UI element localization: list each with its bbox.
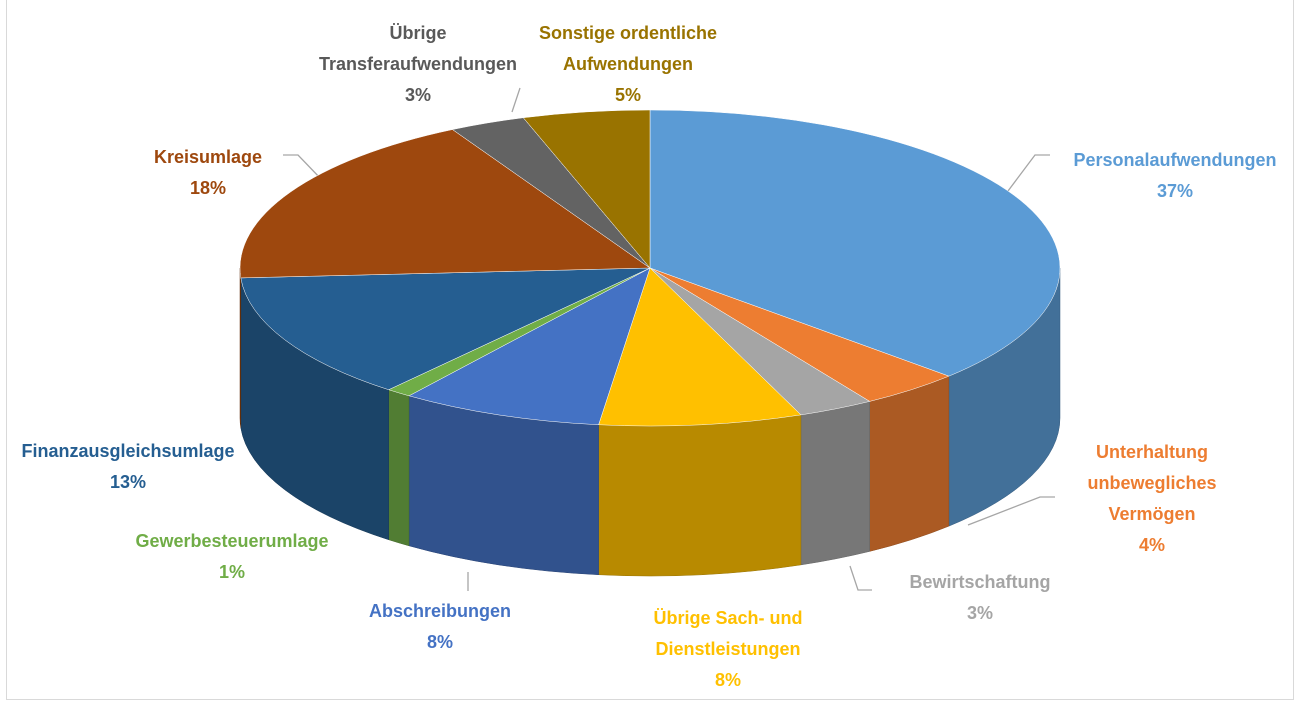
category-label: Kreisumlage	[153, 147, 263, 167]
value-label: 4%	[1138, 535, 1165, 555]
pie-slice	[408, 267, 651, 426]
data-label: Übrige Transferaufwendungen 3%	[313, 18, 523, 111]
category-label: Finanzausgleichsumlage	[21, 441, 235, 461]
pie-side	[869, 375, 950, 552]
category-label: Übrige Transferaufwendungen	[318, 23, 518, 74]
value-label: 13%	[109, 472, 147, 492]
category-label: Personalaufwendungen	[1073, 150, 1277, 170]
chart-frame	[6, 0, 1294, 700]
value-label: 3%	[966, 603, 993, 623]
data-label: Kreisumlage 18%	[108, 142, 308, 204]
value-label: 8%	[714, 670, 741, 690]
data-label: Abschreibungen 8%	[320, 596, 560, 658]
value-label: 5%	[614, 85, 641, 105]
data-label: Unterhaltung unbewegliches Vermögen 4%	[1067, 437, 1237, 561]
value-label: 8%	[426, 632, 453, 652]
pie-side	[239, 267, 242, 428]
pie-side	[598, 414, 802, 577]
value-label: 18%	[189, 178, 227, 198]
category-label: Unterhaltung unbewegliches Vermögen	[1087, 442, 1217, 524]
pie-side	[388, 389, 410, 547]
value-label: 37%	[1156, 181, 1194, 201]
data-label: Bewirtschaftung 3%	[860, 567, 1100, 629]
data-label: Sonstige ordentliche Aufwendungen 5%	[503, 18, 753, 111]
data-label: Gewerbesteuerumlage 1%	[112, 526, 352, 588]
category-label: Bewirtschaftung	[909, 572, 1051, 592]
pie-tops	[239, 109, 1061, 427]
value-label: 1%	[218, 562, 245, 582]
category-label: Sonstige ordentliche Aufwendungen	[538, 23, 718, 74]
category-label: Abschreibungen	[368, 601, 511, 621]
leader-line	[1004, 154, 1050, 196]
data-label: Finanzausgleichsumlage 13%	[8, 436, 248, 498]
category-label: Gewerbesteuerumlage	[135, 531, 329, 551]
pie-slice	[649, 109, 1061, 377]
data-label: Personalaufwendungen 37%	[1055, 145, 1295, 207]
leader-line	[849, 565, 872, 591]
pie-slice	[240, 267, 651, 391]
pie-slice	[522, 109, 651, 269]
pie-slice	[239, 129, 651, 279]
category-label: Übrige Sach- und Dienstleistungen	[653, 608, 803, 659]
pie-slice	[598, 267, 802, 427]
value-label: 3%	[404, 85, 431, 105]
leader-line	[967, 496, 1055, 526]
pie-sides	[239, 267, 1061, 577]
leader-line	[511, 87, 521, 113]
leader-line	[283, 154, 323, 181]
data-label: Übrige Sach- und Dienstleistungen 8%	[618, 603, 838, 696]
pie-side	[800, 401, 870, 566]
